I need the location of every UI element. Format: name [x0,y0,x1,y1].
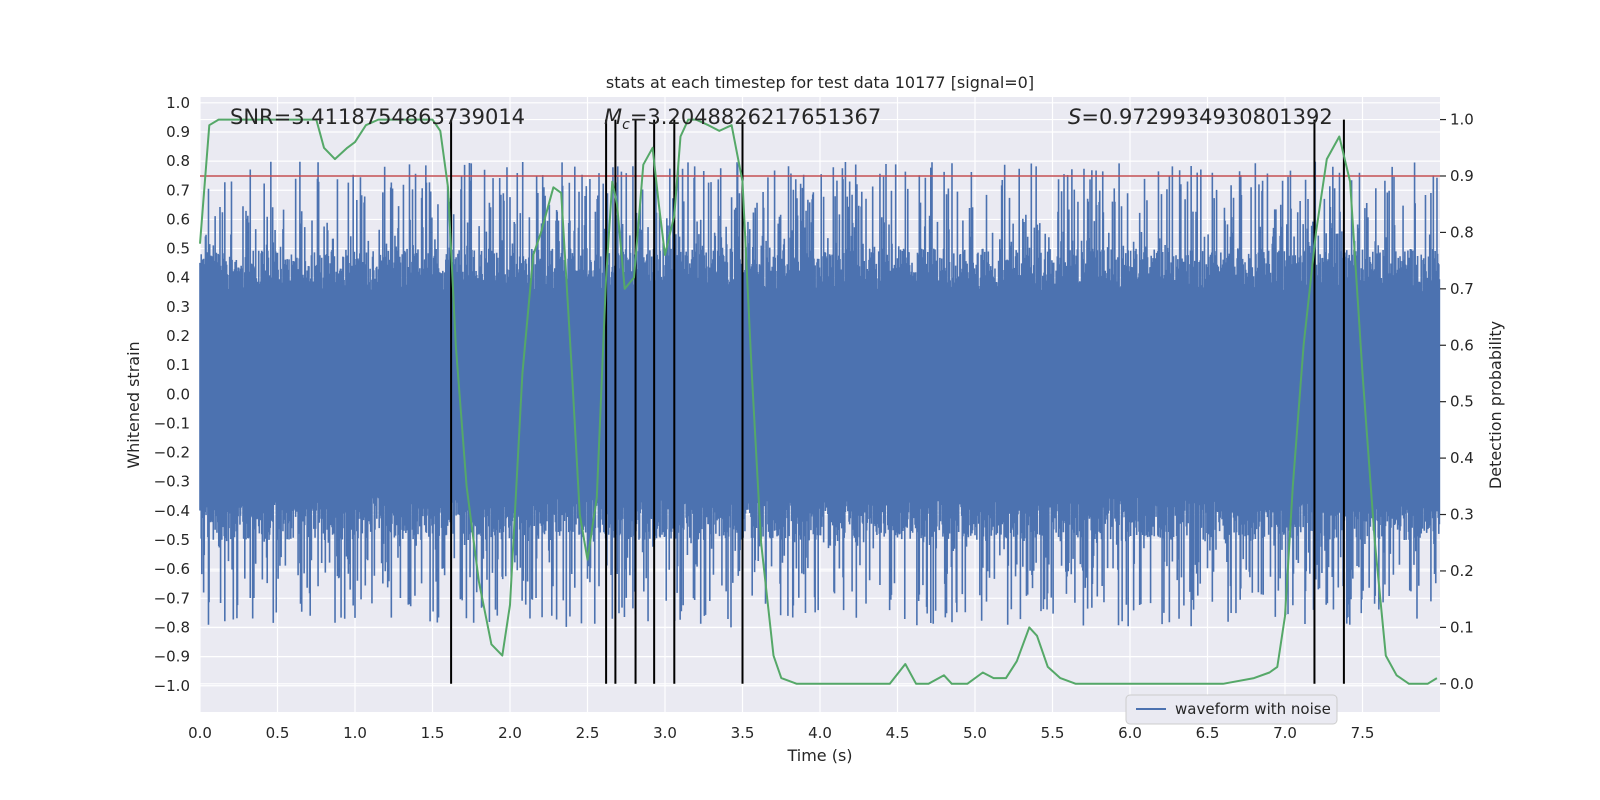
y-tick-label-left: 0.8 [166,152,190,170]
waveform-core [200,292,1440,497]
y-axis-label-right: Detection probability [1486,321,1505,489]
chirp-mass-subscript: c [622,117,630,133]
chart-title: stats at each timestep for test data 101… [606,73,1034,92]
y-tick-label-right: 0.4 [1450,449,1474,467]
s-value: =0.9729934930801392 [1081,105,1332,129]
chirp-mass-value: =3.2048826217651367 [630,105,881,129]
y-tick-label-left: −0.2 [154,444,190,462]
y-tick-label-left: −0.9 [154,648,190,666]
y-tick-label-right: 0.9 [1450,167,1474,185]
y-axis-label-left: Whitened strain [124,341,143,468]
y-tick-label-left: 1.0 [166,94,190,112]
x-tick-label: 2.5 [576,724,600,742]
x-tick-label: 0.5 [266,724,290,742]
y-tick-label-left: 0.1 [166,356,190,374]
x-tick-label: 7.0 [1273,724,1297,742]
y-tick-label-left: 0.5 [166,240,190,258]
y-tick-label-left: −0.6 [154,560,190,578]
y-tick-label-left: 0.6 [166,210,190,228]
x-tick-label: 5.0 [963,724,987,742]
y-tick-label-right: 0.2 [1450,562,1474,580]
y-tick-label-right: 0.8 [1450,223,1474,241]
x-tick-label: 5.5 [1041,724,1065,742]
legend-box [1125,694,1338,725]
x-tick-label: 0.0 [188,724,212,742]
y-tick-label-right: 1.0 [1450,111,1474,129]
probability-series [199,118,1438,685]
s-annotation: S=0.9729934930801392 [1068,105,1333,129]
y-tick-label-left: 0.7 [166,181,190,199]
y-tick-label-left: 0.9 [166,123,190,141]
x-tick-label: 6.5 [1196,724,1220,742]
y-tick-label-left: 0.0 [166,385,190,403]
s-symbol: S [1068,105,1081,129]
x-tick-label: 4.0 [808,724,832,742]
x-tick-label: 1.5 [421,724,445,742]
y-tick-label-left: −0.8 [154,618,190,636]
y-tick-label-right: 0.1 [1450,618,1474,636]
snr-annotation: SNR=3.4118754863739014 [230,105,525,129]
chirp-mass-annotation: Mc=3.2048826217651367 [604,105,881,133]
y-tick-label-left: −0.3 [154,473,190,491]
x-axis-label: Time (s) [786,746,852,765]
y-tick-label-left: −0.1 [154,414,190,432]
y-tick-label-right: 0.6 [1450,336,1474,354]
y-tick-label-left: −1.0 [154,677,190,695]
y-tick-label-right: 0.5 [1450,393,1474,411]
axis-ticks: 0.0 0.5 1.0 1.5 2.0 2.5 3.0 3.5 4.0 4.5 5.0 5.5 6.0 6… [154,94,1474,742]
x-tick-label: 4.5 [886,724,910,742]
y-tick-label-left: −0.4 [154,502,190,520]
y-tick-label-left: 0.4 [166,269,190,287]
legend-entry: waveform with noise [1175,700,1331,718]
x-tick-label: 2.0 [498,724,522,742]
y-tick-label-left: 0.3 [166,298,190,316]
chirp-mass-symbol: M [604,105,622,129]
y-tick-label-right: 0.3 [1450,506,1474,524]
x-tick-label: 6.0 [1118,724,1142,742]
x-tick-label: 1.0 [343,724,367,742]
y-tick-label-left: 0.2 [166,327,190,345]
x-tick-label: 3.5 [731,724,755,742]
x-tick-label: 3.0 [653,724,677,742]
x-tick-label: 7.5 [1351,724,1375,742]
y-tick-label-right: 0.7 [1450,280,1474,298]
y-tick-label-left: −0.7 [154,589,190,607]
probability-line [199,118,1438,685]
legend: waveform with noise [1125,694,1338,725]
y-tick-label-right: 0.0 [1450,675,1474,693]
waveform-series [199,161,1441,628]
y-tick-label-left: −0.5 [154,531,190,549]
